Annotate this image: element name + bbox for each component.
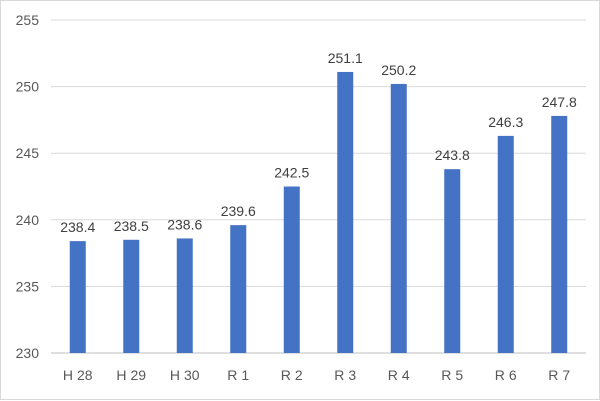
x-tick-letter: R <box>548 367 558 383</box>
x-tick-label: H 28 <box>63 367 93 383</box>
bar-r7 <box>551 115 568 354</box>
bar-r6 <box>497 135 514 353</box>
x-tick-letter: H <box>63 367 73 383</box>
x-tick-letter: R <box>441 367 451 383</box>
x-tick-label: H 29 <box>116 367 146 383</box>
x-tick-letter: R <box>495 367 505 383</box>
data-label: 238.6 <box>167 216 202 232</box>
x-tick-letter: R <box>281 367 291 383</box>
y-tick-label: 240 <box>16 212 40 228</box>
x-tick-number: 29 <box>131 367 147 383</box>
x-tick-number: 5 <box>455 367 463 383</box>
y-tick-label: 230 <box>16 345 40 361</box>
x-tick-letter: H <box>170 367 180 383</box>
x-tick-number: 4 <box>402 367 410 383</box>
bar-h29 <box>123 239 140 353</box>
y-tick-label: 245 <box>16 145 40 161</box>
data-label: 250.2 <box>381 62 416 78</box>
x-tick-number: 1 <box>241 367 249 383</box>
y-tick-label: 235 <box>16 278 40 294</box>
data-label: 251.1 <box>328 50 363 66</box>
y-tick-label: 250 <box>16 79 40 95</box>
data-labels: 238.4 238.5 238.6 239.6 242.5 251.1 250.2 243.8… <box>60 50 577 235</box>
x-tick-number: 3 <box>348 367 356 383</box>
y-tick-label: 255 <box>16 12 40 28</box>
bar-r2 <box>283 186 300 353</box>
data-label: 239.6 <box>221 203 256 219</box>
x-tick-number: 28 <box>77 367 93 383</box>
bar-r1 <box>230 225 247 353</box>
data-label: 238.4 <box>60 219 95 235</box>
x-tick-label: H 30 <box>170 367 200 383</box>
x-tick-number: 6 <box>509 367 517 383</box>
gridlines <box>51 19 586 354</box>
x-tick-letter: R <box>227 367 237 383</box>
y-axis: 230 235 240 245 250 255 <box>16 12 40 361</box>
bar-r3 <box>337 71 354 353</box>
data-label: 243.8 <box>435 147 470 163</box>
bar-r4 <box>390 83 407 353</box>
data-label: 242.5 <box>274 165 309 181</box>
x-tick-number: 30 <box>184 367 200 383</box>
x-tick-letter: H <box>116 367 126 383</box>
x-axis: H 28 H 29 H 30 R 1 R 2 R 3 R 4 R 5 R 6 R 7 <box>63 367 571 383</box>
x-tick-number: 7 <box>562 367 570 383</box>
bar-h28 <box>69 241 86 353</box>
x-tick-letter: R <box>334 367 344 383</box>
bars <box>69 71 568 354</box>
data-label: 238.5 <box>114 218 149 234</box>
x-tick-number: 2 <box>295 367 303 383</box>
data-label: 247.8 <box>542 94 577 110</box>
x-tick-letter: R <box>388 367 398 383</box>
bar-r5 <box>444 169 461 353</box>
data-label: 246.3 <box>488 114 523 130</box>
bar-h30 <box>176 238 193 353</box>
